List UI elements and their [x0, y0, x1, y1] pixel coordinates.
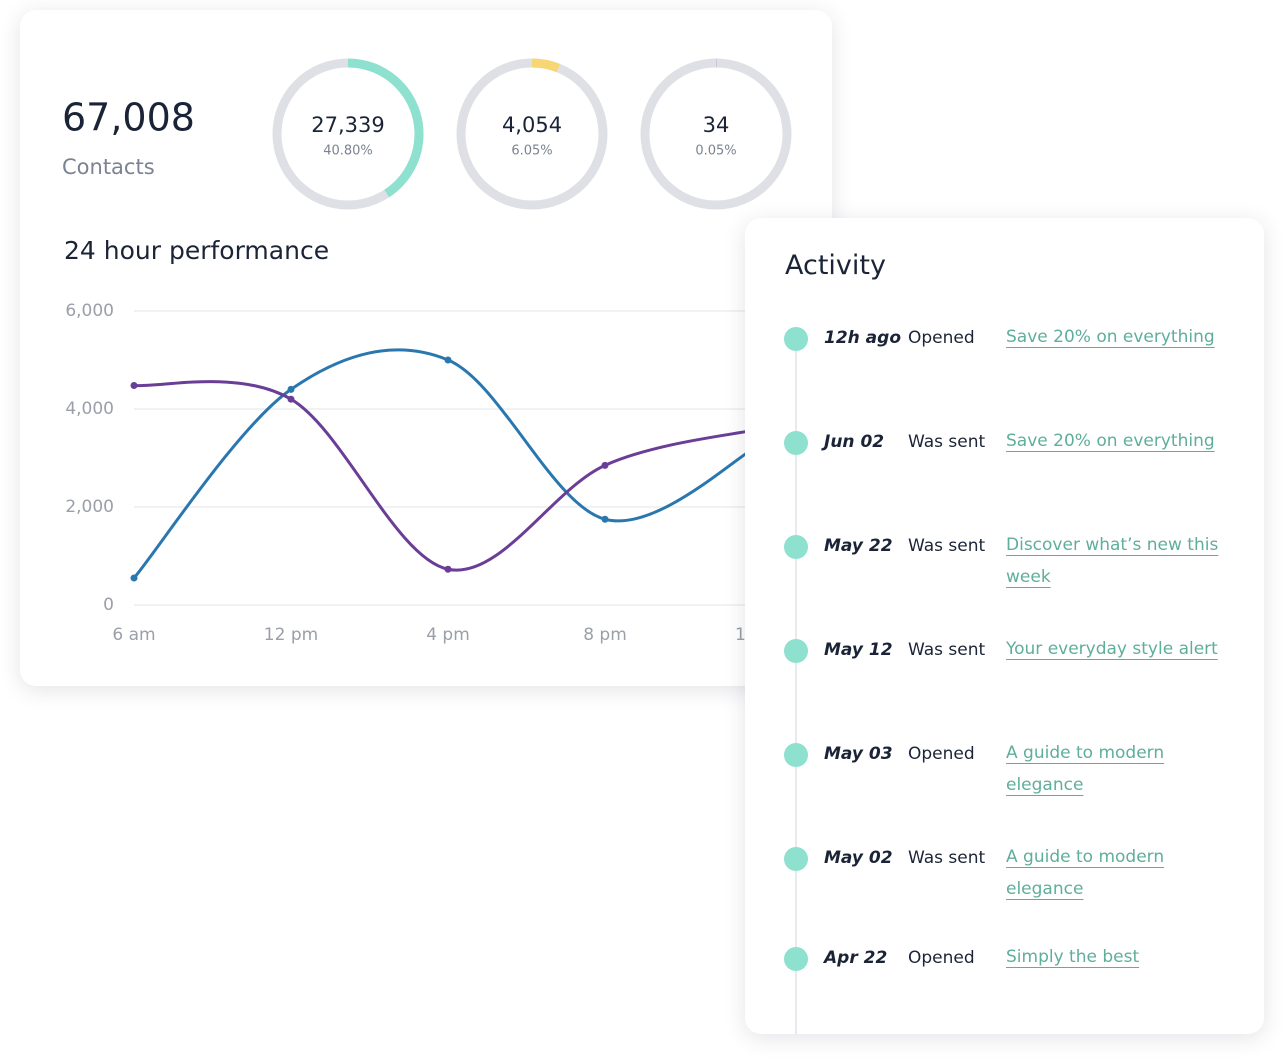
data-point — [444, 356, 452, 364]
activity-date: Jun 02 — [824, 432, 885, 452]
y-tick-label: 4,000 — [65, 399, 114, 419]
timeline-dot — [784, 947, 808, 971]
activity-link[interactable]: A guide to modern elegance — [1006, 743, 1165, 795]
contacts-label: Contacts — [62, 155, 155, 179]
activity-date: May 22 — [824, 536, 893, 556]
data-point — [287, 385, 295, 393]
timeline-dot — [784, 639, 808, 663]
activity-link[interactable]: Save 20% on everything — [1006, 327, 1215, 347]
activity-date: May 02 — [824, 848, 893, 868]
activity-title: Activity — [785, 250, 886, 281]
ring-percent: 6.05% — [511, 144, 552, 159]
activity-date: Apr 22 — [824, 948, 888, 968]
data-point — [130, 574, 138, 582]
ring-percent: 0.05% — [695, 144, 736, 159]
activity-action: Was sent — [908, 640, 986, 660]
x-tick-label: 8 pm — [583, 625, 627, 645]
activity-date: May 03 — [824, 744, 893, 764]
ring-arc — [456, 58, 608, 210]
activity-action: Opened — [908, 328, 975, 348]
chart-title: 24 hour performance — [64, 236, 329, 265]
y-tick-label: 2,000 — [65, 497, 114, 517]
timeline-dot — [784, 535, 808, 559]
activity-action: Opened — [908, 744, 975, 764]
activity-date: 12h ago — [824, 328, 901, 348]
x-tick-label: 12 pm — [264, 625, 318, 645]
activity-link[interactable]: A guide to modern elegance — [1006, 847, 1165, 899]
activity-link[interactable]: Save 20% on everything — [1006, 431, 1215, 451]
timeline-dot — [784, 847, 808, 871]
ring-count: 27,339 — [311, 113, 384, 137]
activity-link[interactable]: Discover what’s new this week — [1006, 535, 1219, 587]
ring-arc — [640, 58, 792, 210]
activity-action: Was sent — [908, 536, 986, 556]
data-point — [444, 565, 452, 573]
activity-action: Was sent — [908, 848, 986, 868]
activity-link[interactable]: Your everyday style alert — [1006, 639, 1218, 659]
timeline — [795, 338, 797, 1034]
data-point — [601, 515, 609, 523]
data-point — [287, 395, 295, 403]
ring-count: 4,054 — [502, 113, 562, 137]
ring-count: 34 — [703, 113, 730, 137]
y-tick-label: 0 — [103, 595, 114, 615]
timeline-dot — [784, 743, 808, 767]
series-line — [133, 380, 763, 572]
activity-action: Opened — [908, 948, 975, 968]
activity-action: Was sent — [908, 432, 986, 452]
data-point — [130, 381, 138, 389]
timeline-dot — [784, 431, 808, 455]
activity-link[interactable]: Simply the best — [1006, 947, 1140, 967]
contacts-total: 67,008 — [62, 96, 195, 140]
activity-card: Activity 12h ago Opened Save 20% on everyt… — [745, 218, 1264, 1034]
activity-date: May 12 — [824, 640, 893, 660]
y-tick-label: 6,000 — [65, 301, 114, 321]
ring-arc — [272, 58, 424, 210]
timeline-dot — [784, 327, 808, 351]
series-line — [132, 348, 763, 580]
x-tick-label: 6 am — [112, 625, 155, 645]
summary-card: 67,008 Contacts 24 hour performance 27,3… — [20, 10, 832, 686]
ring-percent: 40.80% — [323, 144, 373, 159]
data-point — [601, 461, 609, 469]
summary-svg: 67,008 Contacts 24 hour performance 27,3… — [62, 58, 832, 645]
x-tick-label: 4 pm — [426, 625, 470, 645]
